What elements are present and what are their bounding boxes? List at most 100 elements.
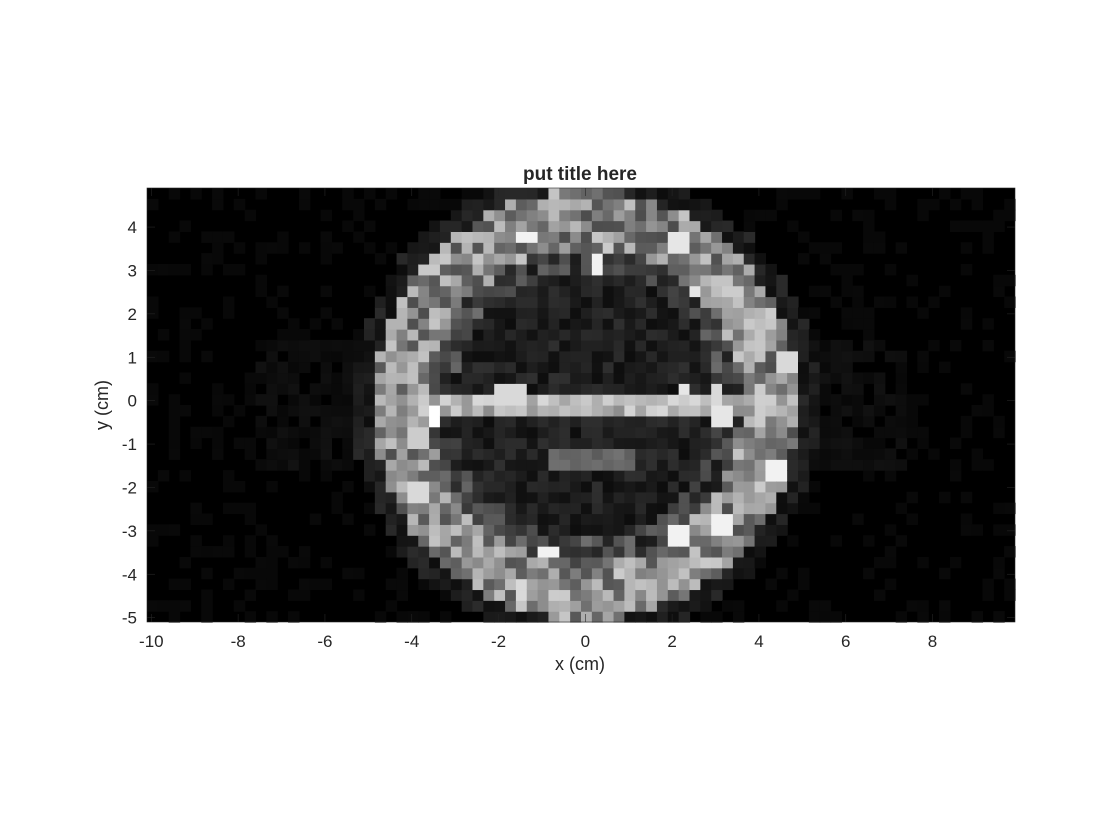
heatmap-cell: [808, 405, 821, 417]
heatmap-cell: [418, 339, 430, 352]
heatmap-cell: [331, 318, 343, 330]
heatmap-cell: [613, 285, 625, 298]
heatmap-cell: [526, 296, 539, 308]
heatmap-cell: [277, 231, 289, 243]
heatmap-cell: [939, 611, 951, 623]
heatmap-cell: [472, 567, 484, 580]
heatmap-cell: [483, 578, 495, 591]
heatmap-cell: [396, 339, 408, 352]
heatmap-cell: [667, 524, 680, 536]
heatmap-cell: [559, 350, 571, 363]
heatmap-cell: [732, 296, 745, 308]
heatmap-cell: [429, 513, 441, 525]
heatmap-cell: [743, 318, 756, 330]
heatmap-cell: [407, 448, 419, 460]
heatmap-cell: [624, 470, 636, 482]
heatmap-cell: [689, 339, 701, 352]
heatmap-cell: [342, 459, 354, 471]
heatmap-cell: [581, 296, 593, 308]
heatmap-cell: [700, 524, 712, 536]
heatmap-cell: [971, 220, 984, 232]
heatmap-cell: [537, 513, 550, 525]
heatmap-cell: [559, 470, 571, 482]
heatmap-cell: [884, 470, 897, 482]
heatmap-cell: [190, 513, 202, 525]
heatmap-cell: [179, 556, 191, 569]
heatmap-cell: [982, 339, 994, 352]
heatmap-cell: [743, 470, 756, 482]
heatmap-cell: [526, 220, 539, 232]
heatmap-cell: [743, 296, 756, 308]
heatmap-cell: [461, 339, 474, 352]
heatmap-cell: [700, 318, 712, 330]
heatmap-cell: [863, 339, 875, 352]
heatmap-cell: [505, 437, 517, 449]
heatmap-cell: [581, 263, 593, 276]
heatmap-cell: [667, 198, 680, 211]
heatmap-cell: [624, 546, 636, 558]
heatmap-cell: [298, 589, 311, 601]
heatmap-cell: [570, 231, 582, 243]
heatmap-cell: [385, 578, 398, 591]
heatmap-cell: [1004, 546, 1016, 558]
heatmap-cell: [374, 296, 387, 308]
heatmap-cell: [418, 502, 430, 515]
heatmap-cell: [667, 220, 680, 232]
heatmap-cell: [1004, 578, 1016, 591]
heatmap-cell: [353, 350, 365, 363]
heatmap-cell: [776, 274, 788, 287]
heatmap-cell: [472, 437, 484, 449]
heatmap-cell: [711, 231, 723, 243]
heatmap-cell: [591, 318, 604, 330]
x-tick-label: -2: [491, 632, 506, 651]
heatmap-cell: [635, 437, 647, 449]
heatmap-cell: [656, 578, 669, 591]
heatmap-cell: [255, 253, 267, 265]
heatmap-cell: [472, 188, 484, 200]
heatmap-cell: [537, 567, 550, 580]
heatmap-cell: [353, 437, 365, 449]
heatmap-cell: [277, 383, 289, 395]
heatmap-cell: [559, 198, 571, 211]
heatmap-cell: [396, 307, 408, 319]
heatmap-cell: [700, 361, 712, 374]
heatmap-cell: [689, 524, 701, 536]
heatmap-cell: [461, 600, 474, 612]
heatmap-cell: [212, 198, 224, 211]
heatmap-cell: [537, 372, 550, 384]
heatmap-cell: [635, 307, 647, 319]
heatmap-cell: [537, 611, 550, 623]
heatmap-cell: [277, 339, 289, 352]
heatmap-cell: [439, 480, 452, 493]
heatmap-cell: [776, 524, 788, 536]
heatmap-cell: [374, 361, 387, 374]
heatmap-cell: [754, 296, 767, 308]
heatmap-cell: [147, 600, 159, 612]
heatmap-cell: [765, 263, 777, 276]
heatmap-cell: [700, 231, 712, 243]
heatmap-cell: [429, 567, 441, 580]
heatmap-cell: [798, 426, 810, 439]
heatmap-cell: [570, 198, 582, 211]
heatmap-cell: [591, 198, 604, 211]
heatmap-cell: [429, 524, 441, 536]
heatmap-cell: [277, 437, 289, 449]
heatmap-cell: [581, 415, 593, 428]
heatmap-cell: [689, 589, 701, 601]
heatmap-cell: [515, 394, 528, 406]
heatmap-cell: [765, 296, 777, 308]
heatmap-cell: [331, 383, 343, 395]
heatmap-cell: [407, 198, 419, 211]
heatmap-cell: [374, 394, 387, 406]
heatmap-cell: [505, 285, 517, 298]
heatmap-cell: [656, 339, 669, 352]
heatmap-cell: [147, 535, 159, 547]
heatmap-cell: [895, 394, 908, 406]
heatmap-cell: [483, 611, 495, 623]
heatmap-cell: [635, 546, 647, 558]
heatmap-cell: [711, 459, 723, 471]
heatmap-cell: [971, 405, 984, 417]
heatmap-cell: [537, 578, 550, 591]
heatmap-cell: [483, 567, 495, 580]
heatmap-cell: [559, 372, 571, 384]
